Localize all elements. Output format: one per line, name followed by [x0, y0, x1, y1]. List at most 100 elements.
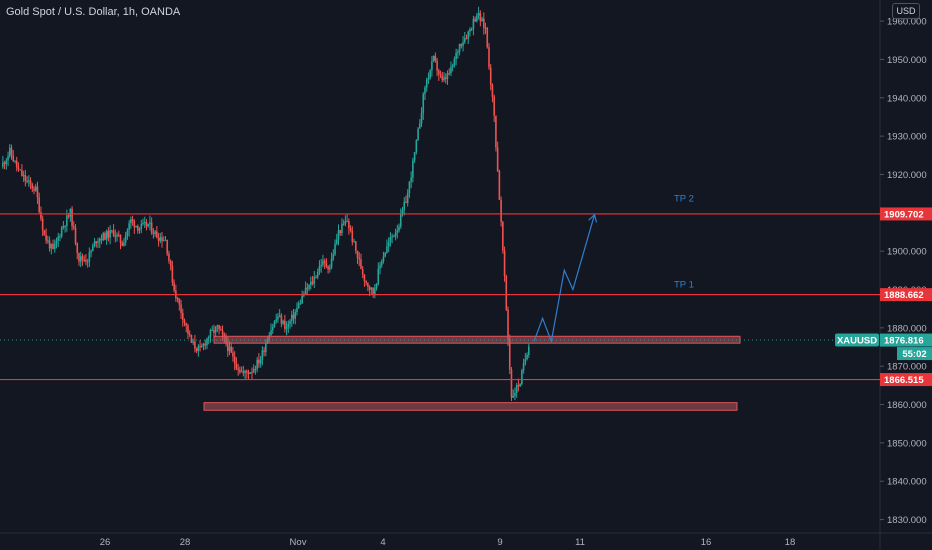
candle-body: [22, 175, 25, 177]
candle-body: [162, 240, 165, 242]
candle-body: [154, 231, 156, 235]
candle-body: [239, 369, 241, 372]
candle-body: [422, 93, 425, 114]
candle-body: [173, 282, 175, 291]
candle-body: [446, 73, 449, 79]
candle-body: [150, 222, 153, 233]
candle-body: [469, 29, 471, 32]
candle-body: [185, 322, 188, 326]
candle-body: [45, 235, 47, 241]
candle-body: [74, 227, 77, 244]
candle-body: [282, 320, 284, 324]
candle-body: [406, 193, 409, 203]
candle-body: [126, 230, 129, 236]
candle-body: [261, 350, 264, 360]
candle-body: [128, 223, 130, 231]
candle-body: [462, 42, 464, 46]
currency-button[interactable]: USD: [892, 3, 920, 19]
symbol-tag: [835, 333, 879, 347]
candle-body: [187, 325, 189, 334]
candle-body: [201, 346, 203, 348]
candle-body: [467, 31, 470, 39]
candle-body: [105, 231, 108, 240]
candle-body: [438, 70, 440, 75]
candle-body: [119, 234, 122, 243]
candle-body: [458, 43, 461, 52]
candle-body: [192, 341, 194, 343]
candle-body: [450, 67, 452, 74]
candle-body: [299, 303, 302, 305]
candle-body: [71, 208, 73, 227]
candle-body: [251, 372, 253, 374]
candle-body: [474, 18, 476, 22]
candle-body: [29, 180, 32, 185]
candle-body: [100, 238, 103, 241]
candle-body: [368, 286, 371, 290]
candle-body: [135, 225, 137, 228]
candle-body: [168, 253, 170, 261]
candle-body: [320, 264, 322, 267]
candle-body: [427, 78, 430, 80]
candle-body: [220, 329, 222, 331]
y-tick-label: 1840.000: [887, 477, 927, 488]
candle-body: [358, 257, 361, 260]
candle-body: [15, 160, 18, 168]
candle-body: [341, 223, 343, 234]
candle-body: [28, 180, 30, 182]
candle-body: [111, 230, 113, 232]
level-price-tag: [880, 288, 932, 302]
candle-body: [171, 265, 174, 283]
candle-body: [477, 13, 480, 16]
candle-body: [493, 96, 495, 116]
support-zone-box[interactable]: [203, 402, 738, 411]
candle-body: [114, 235, 117, 237]
candle-body: [271, 326, 274, 331]
candle-body: [495, 115, 497, 148]
candle-body: [156, 231, 158, 239]
candle-body: [348, 221, 350, 229]
candle-body: [107, 231, 110, 238]
candle-body: [429, 70, 431, 79]
y-tick-label: 1900.000: [887, 247, 927, 258]
y-tick-label: 1920.000: [887, 170, 927, 181]
candle-body: [294, 312, 297, 319]
candle-body: [64, 225, 66, 227]
chart-title: Gold Spot / U.S. Dollar, 1h, OANDA: [6, 6, 181, 18]
candle-body: [325, 262, 328, 267]
candle-body: [441, 75, 444, 81]
candle-body: [59, 236, 61, 238]
candle-body: [195, 348, 198, 351]
level-price-label: 1866.515: [884, 375, 924, 386]
candle-body: [2, 162, 4, 167]
candle-body: [505, 276, 508, 310]
y-tick-label: 1860.000: [887, 400, 927, 411]
candle-body: [85, 259, 87, 262]
candle-body: [296, 308, 298, 313]
candle-body: [443, 77, 445, 81]
candle-body: [310, 281, 312, 286]
candle-body: [353, 241, 355, 243]
candle-body: [349, 228, 352, 231]
candle-body: [418, 123, 421, 129]
candle-body: [379, 265, 381, 269]
candle-body: [142, 222, 144, 225]
candle-body: [206, 338, 208, 346]
candle-body: [399, 214, 402, 227]
projection-path[interactable]: [533, 214, 596, 344]
candle-body: [123, 242, 125, 246]
candle-body: [387, 242, 390, 247]
candle-body: [508, 339, 511, 370]
candle-body: [346, 221, 348, 223]
candle-body: [97, 241, 99, 243]
level-price-tag: [880, 373, 932, 387]
candle-body: [465, 38, 468, 40]
candle-body: [306, 287, 309, 289]
candle-body: [169, 260, 172, 266]
candle-body: [382, 256, 385, 262]
candle-body: [214, 326, 217, 333]
take-profit-label: TP 1: [674, 280, 694, 291]
candle-body: [483, 18, 485, 28]
candle-body: [92, 245, 94, 251]
candle-body: [457, 51, 459, 53]
